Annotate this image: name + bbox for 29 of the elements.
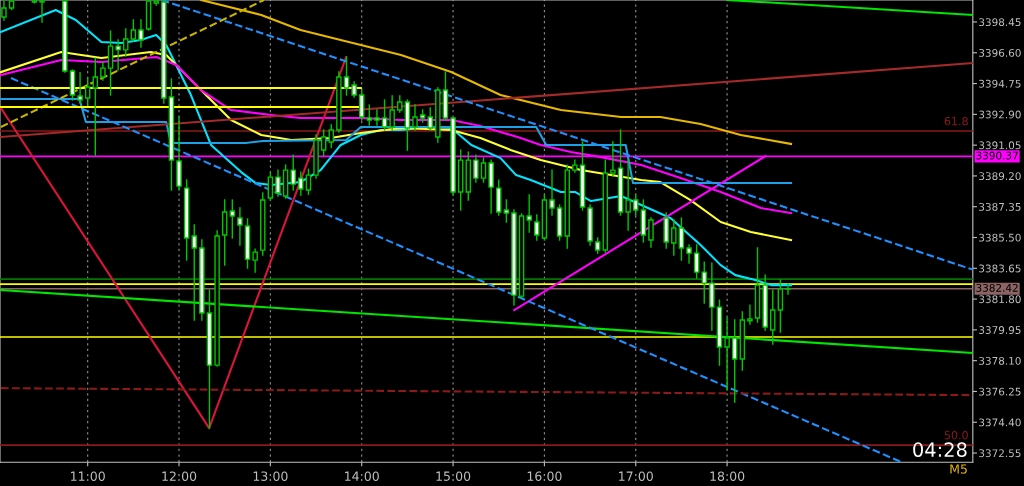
y-tick-label: 3381.80 (979, 295, 1021, 304)
annotation: 04:28 (913, 442, 967, 458)
y-tick-label: 3389.20 (979, 172, 1021, 181)
ref-line-label: 3382.42 (976, 283, 1018, 292)
y-tick-label: 3398.45 (979, 18, 1021, 27)
y-tick-label: 3378.10 (979, 356, 1021, 365)
x-tick-label: 14:00 (345, 471, 379, 481)
y-tick-label: 3383.65 (979, 264, 1021, 273)
x-tick-label: 11:00 (71, 471, 105, 481)
y-tick-label: 3385.50 (979, 233, 1021, 242)
annotation: 50.0 (944, 431, 968, 440)
annotation: 61.8 (944, 116, 968, 126)
y-tick-label: 3391.05 (979, 141, 1021, 150)
x-tick-label: 17:00 (619, 471, 653, 481)
y-tick-label: 3372.55 (979, 449, 1021, 458)
y-tick-label: 3376.25 (979, 387, 1021, 396)
y-tick-label: 3394.75 (979, 79, 1021, 88)
x-tick-label: 15:00 (436, 471, 471, 481)
y-tick-label: 3392.90 (979, 110, 1021, 119)
y-tick-label: 3379.95 (979, 326, 1021, 334)
x-tick-label: 18:00 (710, 471, 745, 481)
x-tick-label: 12:00 (162, 471, 197, 481)
x-tick-label: 16:00 (527, 471, 562, 481)
y-tick-label: 3387.35 (979, 202, 1021, 211)
text: M5 (950, 464, 967, 474)
y-tick-label: 3374.40 (979, 418, 1021, 427)
x-tick-label: 13:00 (253, 471, 288, 481)
ref-line-label: 3390.37 (976, 151, 1018, 160)
y-tick-label: 3396.60 (979, 48, 1021, 57)
